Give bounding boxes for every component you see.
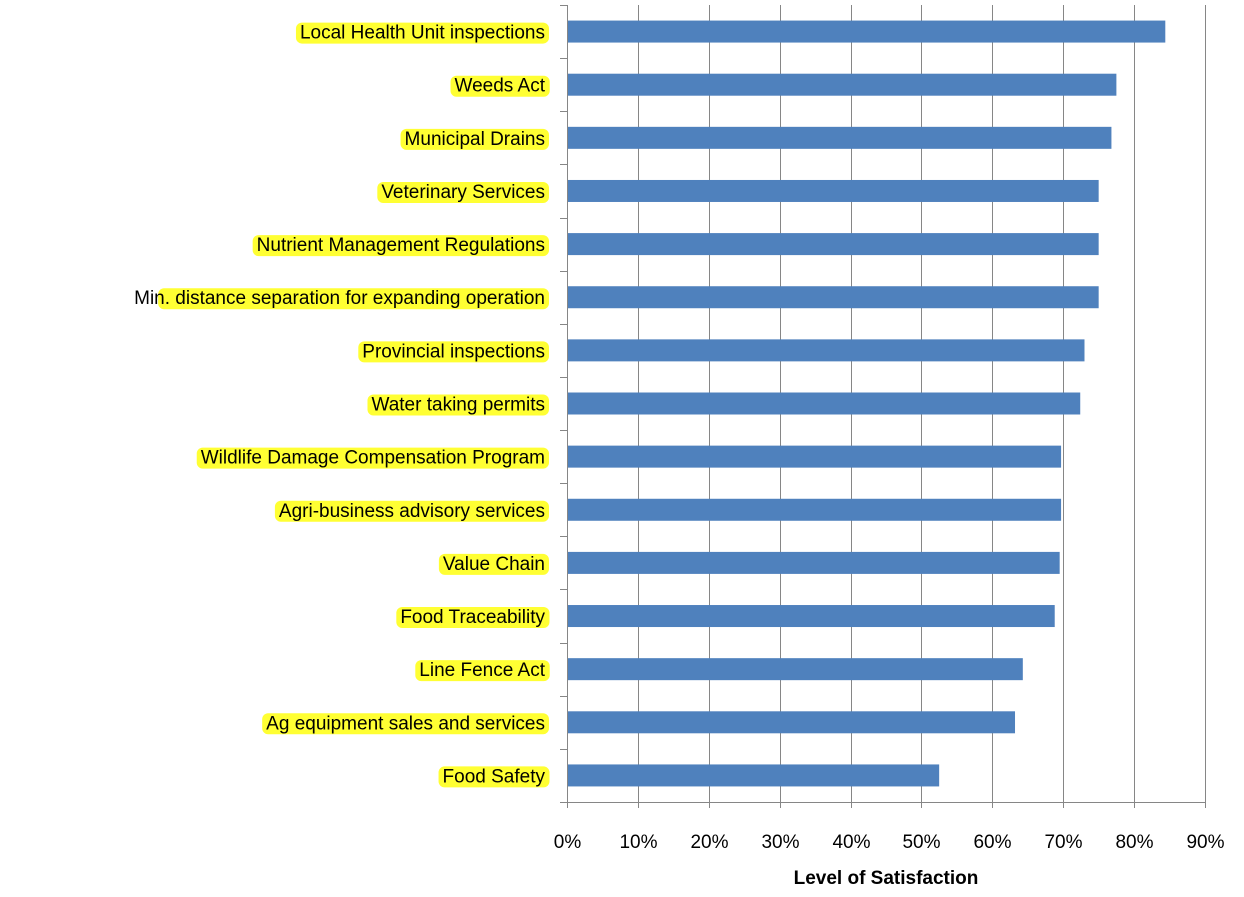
bar [568, 179, 1099, 202]
category-label: Local Health Unit inspections [300, 23, 545, 44]
category-label-group: Provincial inspections [358, 341, 549, 363]
label-highlight [252, 235, 549, 257]
label-highlight [396, 607, 550, 629]
category-label-group: Wildlife Damage Compensation Program [196, 447, 549, 469]
x-tick-label: 40% [832, 832, 870, 853]
bar [568, 126, 1112, 149]
bar [568, 445, 1062, 468]
category-label-group: Food Safety [438, 766, 550, 788]
category-label: Agri-business advisory services [279, 501, 545, 522]
label-highlight [377, 181, 549, 203]
x-tick-label: 20% [690, 832, 728, 853]
x-tick-labels: 0% 10% 20% 30% 40% 50% 60% 70% 80% 90% [554, 832, 1225, 853]
bar [568, 20, 1166, 43]
bar [568, 551, 1060, 574]
x-axis-title: Level of Satisfaction [794, 868, 979, 889]
bar [568, 764, 940, 787]
label-highlight [438, 553, 549, 575]
label-highlight [450, 75, 550, 97]
x-tick-label: 50% [902, 832, 940, 853]
category-label-group: Agri-business advisory services [274, 500, 549, 522]
category-label-group: Municipal Drains [400, 128, 549, 150]
category-label-group: Water taking permits [367, 394, 549, 416]
label-highlight [400, 128, 549, 150]
category-label: Water taking permits [371, 395, 545, 416]
x-tick-label: 60% [973, 832, 1011, 853]
label-highlight [367, 394, 549, 416]
category-label: Food Traceability [400, 607, 545, 628]
category-label-group: Value Chain [438, 553, 549, 575]
bar [568, 286, 1099, 309]
label-highlight [158, 288, 549, 310]
x-tick-label: 80% [1115, 832, 1153, 853]
category-label: Min. distance separation for expanding o… [134, 288, 545, 309]
bars [568, 20, 1166, 787]
x-tick-label: 90% [1186, 832, 1224, 853]
bar [568, 73, 1117, 96]
category-label: Nutrient Management Regulations [257, 235, 545, 256]
label-highlight [415, 660, 550, 682]
category-label: Veterinary Services [381, 182, 545, 203]
category-label-group: Nutrient Management Regulations [252, 235, 549, 257]
category-label: Value Chain [443, 554, 545, 575]
category-label-group: Line Fence Act [415, 660, 550, 682]
axes [560, 5, 1206, 808]
category-label: Ag equipment sales and services [266, 713, 545, 734]
category-label-group: Ag equipment sales and services [262, 713, 549, 735]
bar [568, 339, 1085, 362]
label-highlight [358, 341, 549, 363]
x-tick-label: 70% [1044, 832, 1082, 853]
category-label-group: Min. distance separation for expanding o… [134, 288, 549, 310]
category-label: Provincial inspections [362, 341, 545, 362]
category-label-group: Weeds Act [450, 75, 550, 97]
category-label: Line Fence Act [419, 660, 545, 681]
x-tick-label: 30% [761, 832, 799, 853]
category-label-group: Food Traceability [396, 607, 550, 629]
category-label-group: Veterinary Services [377, 181, 549, 203]
category-label-group: Local Health Unit inspections [295, 22, 549, 44]
bar [568, 392, 1081, 415]
label-highlight [262, 713, 549, 735]
category-label: Food Safety [443, 766, 546, 787]
bar [568, 498, 1062, 521]
category-labels: Local Health Unit inspections Weeds Act Mu… [134, 22, 550, 788]
label-highlight [274, 500, 549, 522]
label-highlight [438, 766, 550, 788]
category-label: Weeds Act [455, 76, 546, 97]
bar [568, 711, 1016, 734]
bar [568, 658, 1023, 681]
x-tick-label: 10% [619, 832, 657, 853]
category-label: Municipal Drains [405, 129, 545, 150]
bar [568, 233, 1099, 256]
label-highlight [295, 22, 549, 44]
x-tick-label: 0% [554, 832, 582, 853]
category-label: Wildlife Damage Compensation Program [201, 448, 545, 469]
bar [568, 605, 1055, 628]
label-highlight [196, 447, 549, 469]
